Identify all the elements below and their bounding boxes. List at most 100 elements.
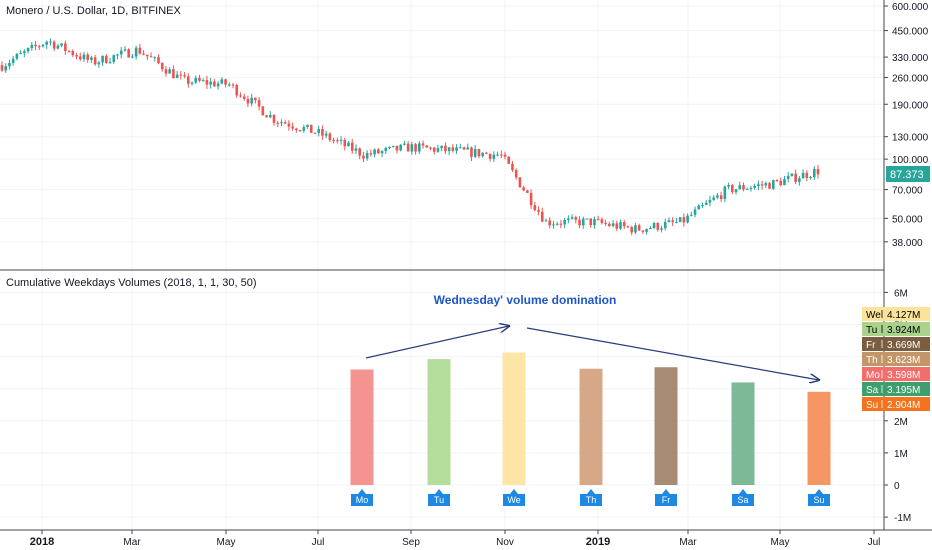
legend-tag-value: 3.598M — [887, 370, 920, 381]
time-axis-label: Jul — [868, 537, 881, 548]
category-marker — [351, 494, 373, 506]
legend-tag-bg — [862, 397, 930, 411]
time-axis-label: 2019 — [586, 536, 610, 548]
candle-body — [477, 149, 481, 157]
candle-body — [220, 79, 224, 84]
volume-bars: Mo Tu We Th Fr Sa Su — [350, 352, 831, 506]
candle-body — [213, 81, 216, 87]
top-pane-title: Monero / U.S. Dollar, 1D, BITFINEX — [6, 5, 181, 17]
legend-tag-mo: Mo 3.598M — [862, 367, 930, 381]
candle-body — [619, 222, 622, 229]
candle-body — [283, 122, 287, 124]
candle-body — [574, 217, 578, 220]
category-marker — [655, 494, 677, 506]
candle-body — [309, 124, 313, 133]
candle-body — [56, 45, 60, 49]
legend-tag-day: Th — [866, 355, 878, 366]
legend-tag-fr: Fr 3.669M — [862, 337, 930, 351]
candle-body — [261, 106, 265, 116]
category-marker — [732, 494, 754, 506]
price-axis-label: 38.000 — [892, 238, 923, 249]
candle-body — [37, 46, 41, 48]
time-axis-label: May — [771, 537, 790, 548]
candle-body — [414, 144, 417, 152]
candle-body — [663, 222, 667, 229]
candle-body — [339, 139, 343, 141]
candle-body — [298, 130, 302, 132]
volume-axis-label: -1M — [894, 513, 911, 524]
candle-body — [645, 228, 648, 232]
candle-body — [526, 190, 529, 193]
candle-body — [690, 214, 693, 216]
volume-bar-su — [807, 391, 831, 485]
candle-body — [496, 154, 499, 156]
candle-body — [287, 123, 291, 127]
candle-body — [280, 122, 283, 124]
candle-body — [518, 177, 522, 188]
legend-tag-bg — [862, 352, 930, 366]
legend-tag-bg — [862, 337, 930, 351]
category-label: Su — [813, 495, 824, 505]
category-label: Fr — [662, 495, 671, 505]
category-marker-arrow — [662, 489, 670, 494]
candle-body — [470, 147, 473, 157]
legend-tag-we: We 4.127M — [862, 307, 930, 321]
candle-body — [227, 84, 231, 86]
candle-body — [701, 204, 704, 206]
candle-body — [731, 185, 734, 193]
candle-body — [548, 220, 552, 226]
candle-body — [447, 147, 451, 152]
candle-body — [656, 222, 660, 230]
legend-tag-day: Su — [866, 400, 878, 411]
candle-body — [581, 218, 585, 226]
candle-body — [798, 178, 801, 182]
candle-body — [596, 219, 600, 221]
candle-body — [399, 144, 402, 151]
candle-body — [328, 133, 332, 141]
annotation-arrow-down — [526, 327, 819, 380]
candle-body — [254, 97, 257, 101]
candle-body — [23, 51, 26, 54]
legend-tag-day: Fr — [866, 340, 876, 351]
candle-body — [105, 55, 108, 64]
volume-bar-mo — [350, 369, 374, 485]
legend-tag-value: 3.924M — [887, 325, 920, 336]
candle-body — [611, 223, 615, 226]
volume-axis-label: 2M — [894, 417, 908, 428]
candle-body — [637, 225, 641, 231]
candle-body — [660, 228, 663, 230]
candle-body — [522, 187, 525, 191]
category-label: Mo — [356, 495, 369, 505]
candle-body — [30, 44, 34, 48]
candle-body — [384, 148, 388, 152]
candle-body — [209, 81, 212, 85]
candle-body — [194, 77, 198, 83]
legend-tag-su: Su 2.904M — [862, 397, 930, 411]
candle-body — [350, 142, 354, 151]
candle-body — [444, 145, 447, 152]
candle-body — [246, 98, 250, 104]
candle-body — [529, 192, 533, 206]
candle-body — [727, 185, 730, 187]
time-axis-label: May — [217, 537, 236, 548]
legend-tag-bg — [862, 367, 930, 381]
candle-body — [250, 97, 253, 104]
time-axis-label: Mar — [679, 537, 697, 548]
candle-body — [805, 172, 809, 178]
candle-body — [585, 218, 589, 220]
candle-body — [630, 227, 633, 233]
category-marker — [503, 494, 525, 506]
candle-body — [168, 69, 171, 74]
legend-tag-tu: Tu 3.924M — [862, 322, 930, 336]
category-marker — [428, 494, 450, 506]
candle-body — [52, 41, 56, 49]
time-axis-label: Mar — [123, 537, 141, 548]
candle-body — [380, 151, 384, 154]
volume-axis-label: 6M — [894, 288, 908, 299]
volume-bar-sa — [731, 382, 755, 485]
candle-body — [559, 223, 563, 225]
candle-body — [540, 211, 544, 222]
candle-body — [373, 149, 376, 155]
candle-body — [760, 184, 764, 186]
